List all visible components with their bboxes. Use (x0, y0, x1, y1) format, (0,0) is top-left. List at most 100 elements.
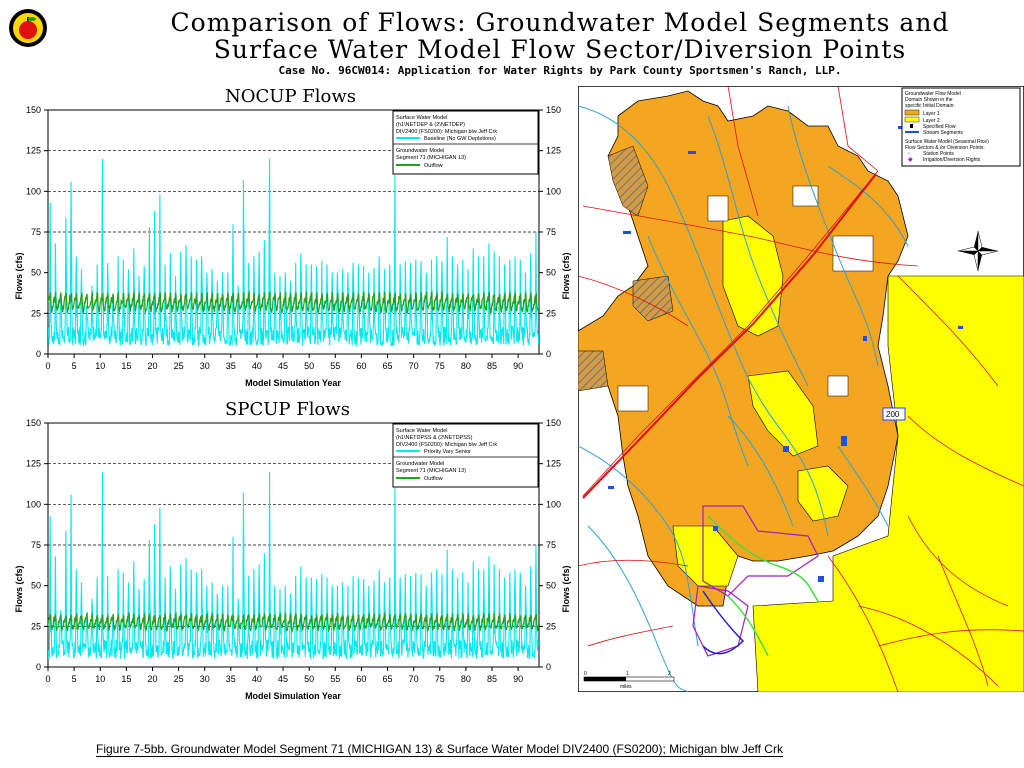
x-tick-label: 5 (72, 361, 77, 371)
y-tick-label-left: 125 (26, 459, 41, 469)
map-legend-station-points: Station Points (923, 151, 954, 157)
layer2-region (752, 275, 1024, 692)
y-tick-label-right: 25 (546, 621, 556, 631)
legend-sw-line2: DIV2400 (FS0200): Michigan blw Jeff Crk (396, 442, 497, 448)
y-tick-label-left: 75 (31, 540, 41, 550)
map-legend-layer1: Layer 1 (923, 111, 940, 117)
x-tick-label: 75 (435, 674, 445, 684)
y-tick-label-left: 50 (31, 268, 41, 278)
y-tick-label-right: 125 (546, 146, 561, 156)
page-subtitle: Case No. 96CW014: Application for Water … (278, 64, 842, 77)
y-axis-label-left: Flows (cfs) (14, 565, 24, 612)
y-tick-label-left: 50 (31, 581, 41, 591)
legend-gw-header: Groundwater Model (396, 461, 444, 467)
map-scale-bar: 0 1 2 miles (583, 671, 675, 690)
x-tick-label: 60 (356, 361, 366, 371)
series-groundwater-outflow (48, 290, 539, 316)
x-tick-label: 40 (252, 674, 262, 684)
chart-legend: Surface Water Model (h1\NETDEP & (2\NETD… (392, 110, 539, 175)
y-tick-label-right: 0 (546, 662, 551, 672)
map-legend-irrigation-rights: Irrigation/Diversion Rights (923, 157, 981, 163)
x-tick-label: 35 (226, 361, 236, 371)
map-legend-specified-flow: Specified Flow (923, 124, 956, 130)
series-surface-water (48, 158, 539, 348)
x-tick-label: 85 (487, 674, 497, 684)
x-tick-label: 30 (200, 361, 210, 371)
x-tick-label: 80 (461, 674, 471, 684)
x-tick-label: 90 (513, 674, 523, 684)
y-tick-label-left: 125 (26, 146, 41, 156)
x-tick-label: 50 (304, 674, 314, 684)
y-tick-label-left: 100 (26, 186, 41, 196)
legend-gw-line1: Segment 71 (MICHIGAN 13) (396, 155, 466, 161)
x-tick-label: 15 (121, 361, 131, 371)
y-tick-label-right: 150 (546, 418, 561, 428)
y-tick-label-right: 25 (546, 308, 556, 318)
x-tick-label: 15 (121, 674, 131, 684)
legend-sw-line1: (h1\NETDEP & (2\NETDEP) (396, 122, 465, 128)
y-tick-label-right: 100 (546, 186, 561, 196)
y-tick-label-right: 0 (546, 349, 551, 359)
svg-text:◆: ◆ (908, 157, 913, 163)
series-surface-water (48, 471, 539, 660)
y-tick-label-left: 25 (31, 621, 41, 631)
x-tick-label: 25 (174, 674, 184, 684)
svg-text:2: 2 (668, 671, 671, 677)
y-tick-label-left: 150 (26, 418, 41, 428)
x-tick-label: 70 (409, 674, 419, 684)
legend-sw-header: Surface Water Model (396, 115, 447, 121)
legend-sw-series: Baseline (No GW Depletions) (424, 136, 496, 142)
x-tick-label: 20 (147, 674, 157, 684)
x-tick-label: 0 (45, 361, 50, 371)
page-title-line-2: Surface Water Model Flow Sector/Diversio… (213, 35, 907, 64)
x-tick-label: 50 (304, 361, 314, 371)
x-tick-label: 0 (45, 674, 50, 684)
map-legend-title2: Domain Shown in the (905, 97, 953, 103)
svg-text:miles: miles (620, 684, 632, 690)
x-axis-label: Model Simulation Year (245, 378, 341, 388)
svg-text:0: 0 (584, 671, 587, 677)
x-tick-label: 55 (330, 674, 340, 684)
map-legend-title1: Groundwater Flow Model (905, 91, 961, 97)
y-tick-label-left: 150 (26, 105, 41, 115)
legend-gw-series: Outflow (424, 163, 443, 169)
y-axis-label-left: Flows (cfs) (14, 252, 24, 299)
figure-caption: Figure 7-5bb. Groundwater Model Segment … (96, 742, 783, 757)
x-tick-label: 85 (487, 361, 497, 371)
chart-title-nocup: NOCUP Flows (225, 86, 357, 107)
y-tick-label-right: 50 (546, 581, 556, 591)
legend-gw-line1: Segment 71 (MICHIGAN 13) (396, 468, 466, 474)
legend-sw-header: Surface Water Model (396, 428, 447, 434)
y-tick-label-right: 75 (546, 227, 556, 237)
x-tick-label: 40 (252, 361, 262, 371)
apple-logo-icon (9, 9, 47, 47)
groundwater-model-map: 200 Groundwater Flow Model Domain Shown … (578, 86, 1024, 692)
x-tick-label: 80 (461, 361, 471, 371)
svg-text:1: 1 (626, 671, 629, 677)
map-label-200: 200 (886, 410, 900, 419)
y-tick-label-left: 25 (31, 308, 41, 318)
x-tick-label: 45 (278, 674, 288, 684)
y-tick-label-left: 100 (26, 499, 41, 509)
x-tick-label: 90 (513, 361, 523, 371)
map-legend-sw-title1: Surface Water Model (Seasonal Rice) (905, 139, 989, 145)
y-tick-label-right: 75 (546, 540, 556, 550)
legend-sw-line1: (h1\NETDPSS & (2\NETDPSS) (396, 435, 473, 441)
series-groundwater-outflow (48, 611, 539, 633)
x-tick-label: 35 (226, 674, 236, 684)
x-tick-label: 70 (409, 361, 419, 371)
y-tick-label-right: 125 (546, 459, 561, 469)
x-tick-label: 75 (435, 361, 445, 371)
map-legend-layer2: Layer 2 (923, 118, 940, 124)
y-tick-label-left: 0 (36, 662, 41, 672)
x-tick-label: 10 (95, 361, 105, 371)
x-tick-label: 60 (356, 674, 366, 684)
y-axis-label-right: Flows (cfs) (561, 565, 571, 612)
legend-sw-series: Priority Vary Senior (424, 449, 471, 455)
x-tick-label: 55 (330, 361, 340, 371)
y-tick-label-left: 75 (31, 227, 41, 237)
x-tick-label: 5 (72, 674, 77, 684)
x-tick-label: 25 (174, 361, 184, 371)
page-title-line-1: Comparison of Flows: Groundwater Model S… (170, 8, 950, 37)
